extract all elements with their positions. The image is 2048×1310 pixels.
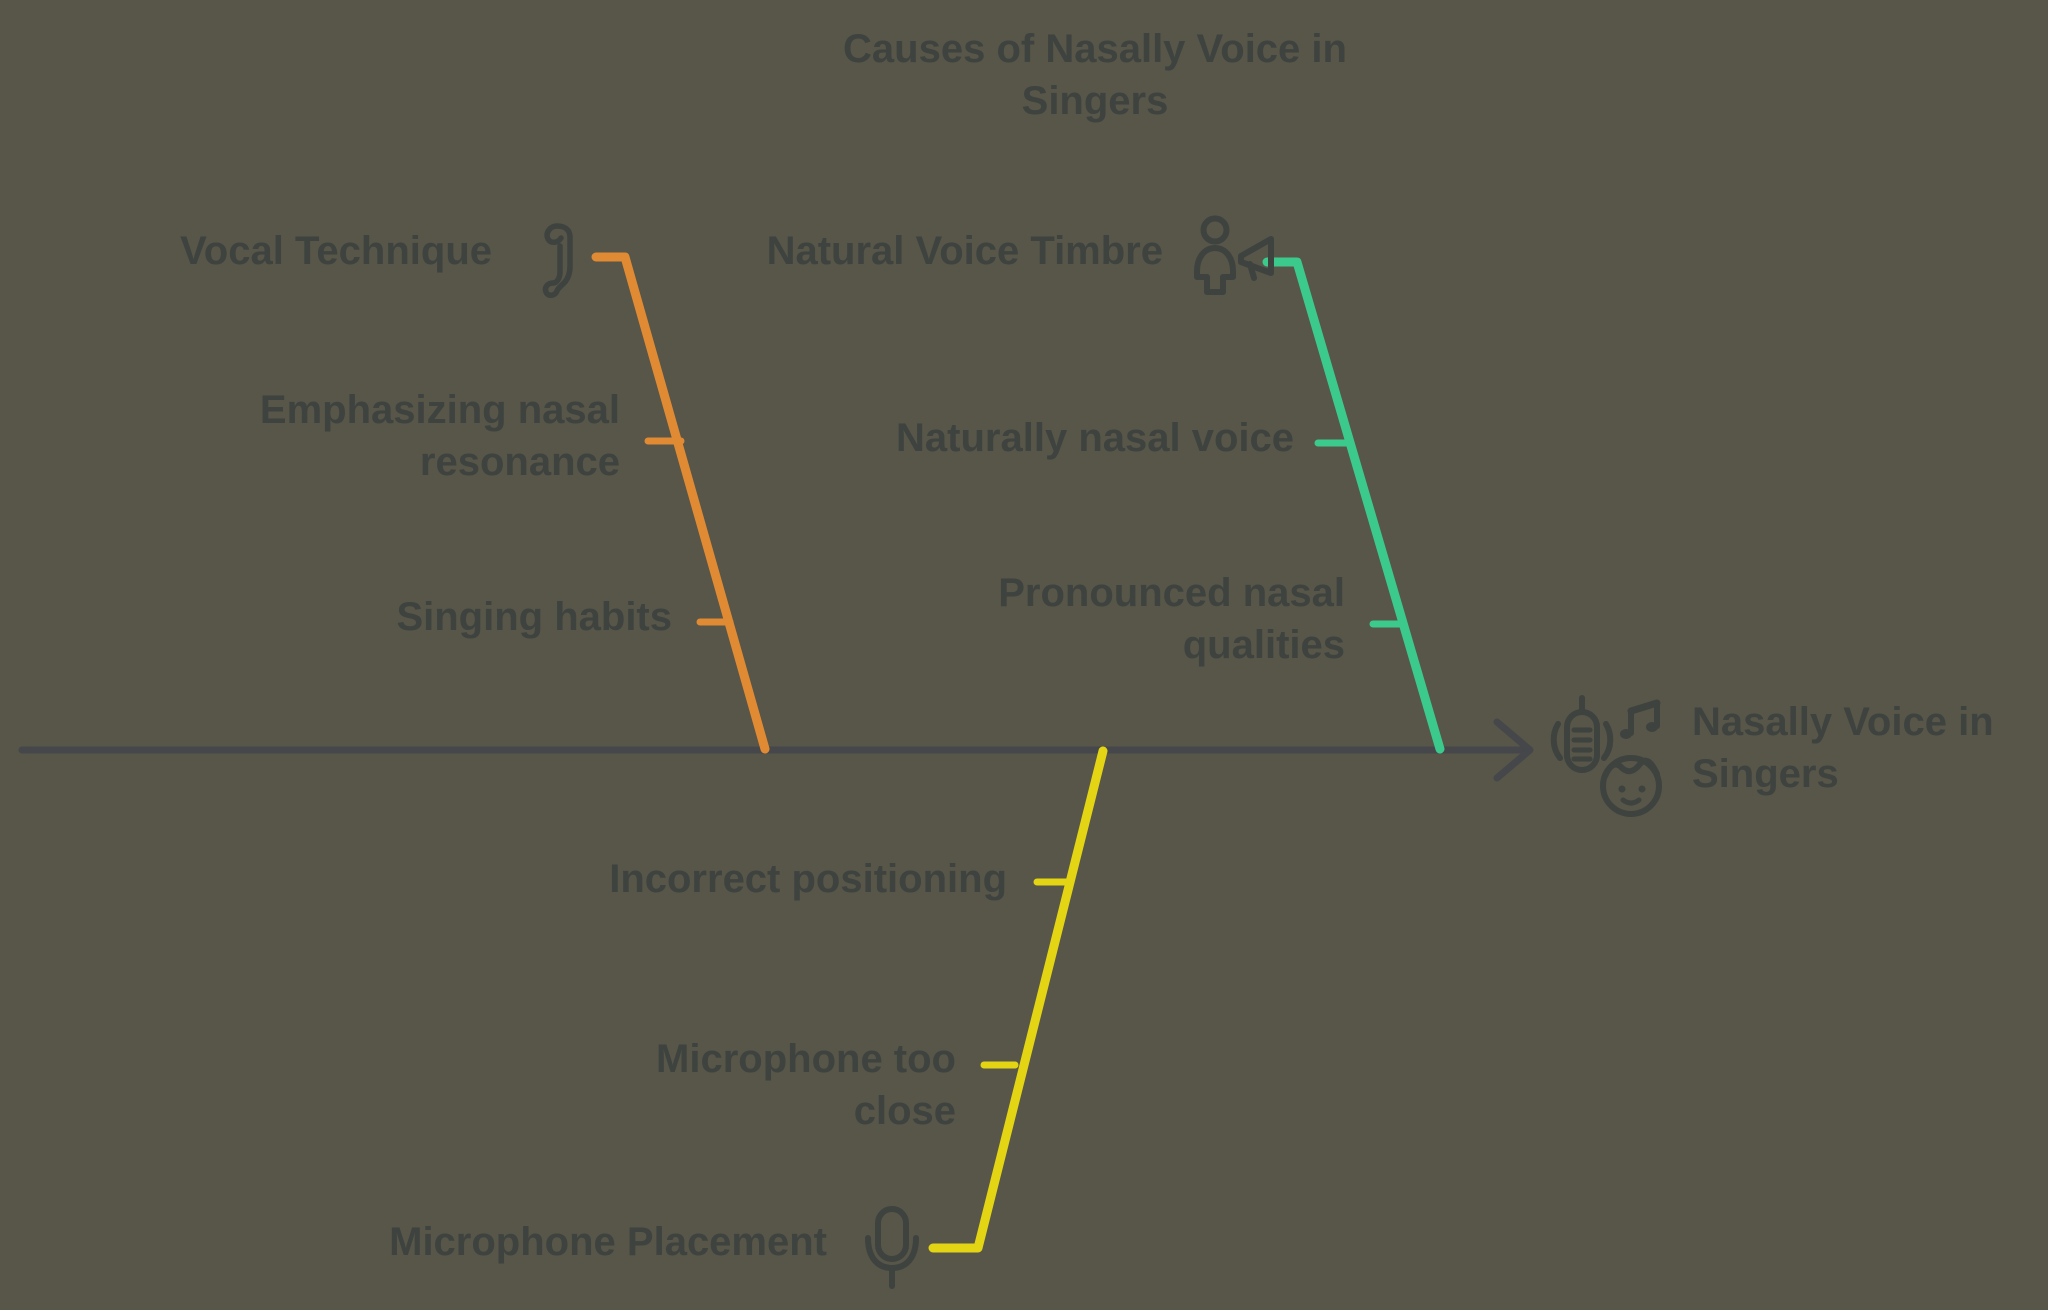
music-notes-icon — [1620, 699, 1661, 739]
branch-label-natural-voice-timbre: Natural Voice Timbre — [766, 229, 1163, 273]
branch-line — [928, 746, 1108, 1253]
branch-label-vocal-technique: Vocal Technique — [180, 229, 492, 273]
branch-label-microphone-placement: Microphone Placement — [389, 1220, 827, 1264]
branch-line — [1262, 257, 1445, 754]
microphone-placement-branch-lines — [928, 746, 1108, 1253]
microphone-icon — [865, 1206, 919, 1289]
cause-label-emphasizing-nasal-resonance: Emphasizing nasal resonance — [259, 388, 620, 484]
diagram-title: Causes of Nasally Voice in Singers — [843, 27, 1347, 123]
effect-label: Nasally Voice in Singers — [1692, 700, 1994, 796]
vocal-tract-icon — [542, 223, 573, 298]
spine-group — [18, 718, 1534, 782]
studio-microphone-icon — [1550, 695, 1614, 773]
effect-icon-cluster — [1550, 695, 1662, 817]
cause-label-microphone-too-close: Microphone too close — [656, 1037, 956, 1133]
cause-label-singing-habits: Singing habits — [396, 595, 672, 639]
cause-label-naturally-nasal-voice: Naturally nasal voice — [896, 416, 1294, 460]
spine-arrowhead-icon — [1493, 718, 1534, 782]
natural-voice-timbre-branch-lines — [1262, 257, 1445, 754]
cause-label-pronounced-nasal-qualities: Pronounced nasal qualities — [998, 571, 1345, 667]
vocal-technique-branch-lines — [591, 252, 770, 754]
branch-line — [591, 252, 770, 754]
cause-label-incorrect-positioning: Incorrect positioning — [609, 857, 1007, 901]
singer-face-icon — [1600, 755, 1662, 817]
person-megaphone-icon — [1194, 215, 1274, 295]
